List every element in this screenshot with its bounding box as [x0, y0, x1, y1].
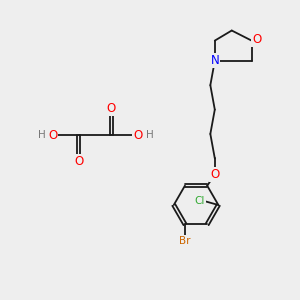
Text: N: N: [210, 54, 219, 67]
Text: O: O: [133, 129, 142, 142]
Text: O: O: [107, 103, 116, 116]
Text: Br: Br: [179, 236, 191, 246]
Text: H: H: [146, 130, 153, 140]
Text: O: O: [252, 33, 262, 46]
Text: Cl: Cl: [194, 196, 205, 206]
Text: O: O: [210, 168, 219, 181]
Text: O: O: [48, 129, 57, 142]
Text: O: O: [74, 155, 83, 168]
Text: H: H: [38, 130, 45, 140]
